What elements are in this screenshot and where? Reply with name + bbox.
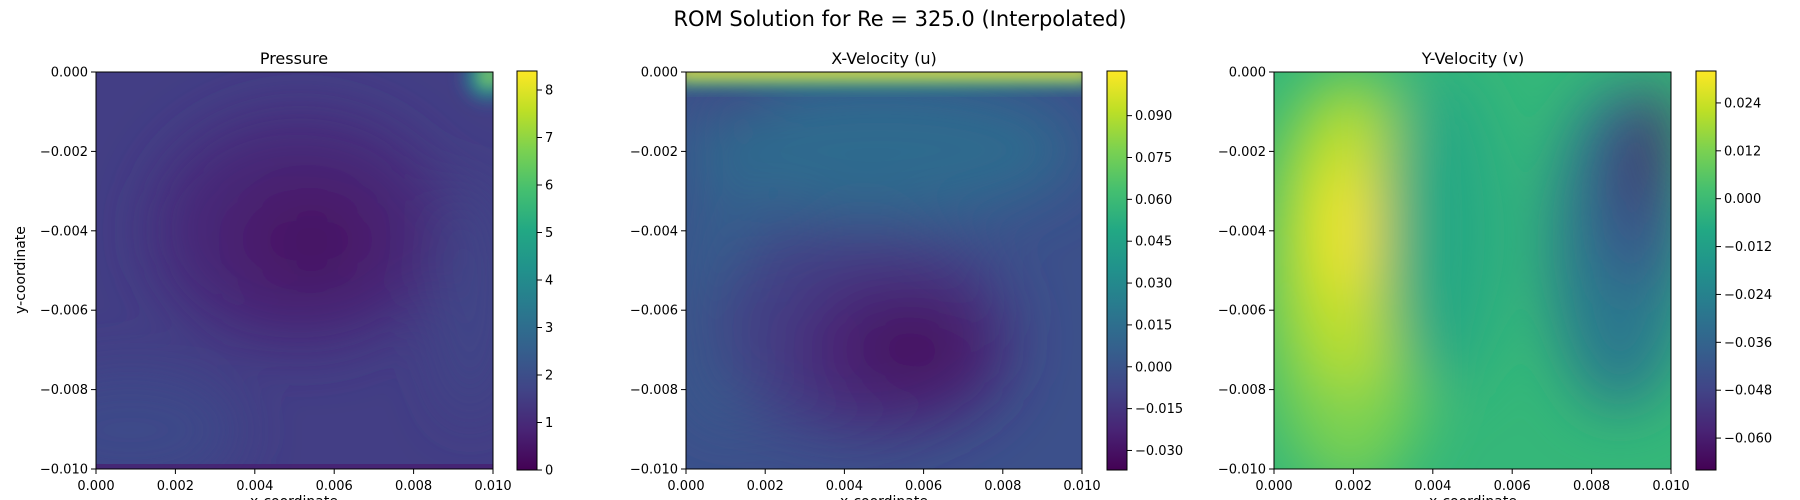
x-tick-label: 0.008 <box>1573 479 1610 494</box>
y-tick-label: −0.002 <box>40 145 88 160</box>
colorbar-tick-label: −0.012 <box>1724 240 1772 255</box>
x-tick-label: 0.002 <box>747 479 784 494</box>
x-tick-label: 0.002 <box>157 479 194 494</box>
x-tick-label: 0.008 <box>984 479 1021 494</box>
v-field <box>1274 72 1671 469</box>
x-tick-label: 0.000 <box>1255 479 1292 494</box>
x-axis-label: x-coordinate <box>250 494 338 500</box>
y-tick-label: 0.000 <box>641 66 678 81</box>
y-tick-label: 0.000 <box>51 66 88 81</box>
plot-area <box>1273 71 1672 470</box>
x-tick-label: 0.010 <box>1063 479 1100 494</box>
figure-title: ROM Solution for Re = 325.0 (Interpolate… <box>673 7 1126 31</box>
x-axis: 0.000 0.002 0.004 0.006 0.008 0.010 <box>667 469 1101 494</box>
colorbar <box>1106 70 1128 471</box>
pressure-field <box>96 72 493 469</box>
x-tick-label: 0.006 <box>316 479 353 494</box>
x-tick-label: 0.004 <box>236 479 273 494</box>
x-tick-label: 0.006 <box>1494 479 1531 494</box>
plot-area <box>685 71 1083 470</box>
y-tick-label: −0.008 <box>1218 383 1266 398</box>
y-tick-label: −0.004 <box>40 224 88 239</box>
colorbar-tick-label: −0.036 <box>1724 336 1772 351</box>
colorbar-tick-label: −0.060 <box>1724 432 1772 447</box>
x-axis: 0.000 0.002 0.004 0.006 0.008 0.010 <box>77 469 512 494</box>
y-tick-label: −0.006 <box>1218 304 1266 319</box>
y-tick-label: −0.006 <box>40 304 88 319</box>
colorbar-tick-label: 0.030 <box>1135 277 1172 292</box>
colorbar-ticks: 0 1 2 3 4 5 6 7 8 <box>537 84 553 479</box>
colorbar-tick-label: 4 <box>545 274 553 289</box>
y-tick-label: −0.010 <box>630 463 678 478</box>
x-tick-label: 0.010 <box>474 479 511 494</box>
colorbar-tick-label: −0.030 <box>1135 444 1183 459</box>
colorbar <box>516 70 538 471</box>
colorbar-ticks: −0.030 −0.015 0.000 0.015 0.030 0.045 0.060 0.0… <box>1127 109 1183 459</box>
y-tick-label: −0.008 <box>630 383 678 398</box>
x-axis-label: x-coordinate <box>840 494 928 500</box>
colorbar-tick-label: 0.000 <box>1724 192 1761 207</box>
colorbar-tick-label: 0.090 <box>1135 109 1172 124</box>
y-axis: 0.000 −0.002 −0.004 −0.006 −0.008 −0.010 <box>40 66 96 478</box>
colorbar-tick-label: −0.024 <box>1724 288 1772 303</box>
x-tick-label: 0.004 <box>1414 479 1451 494</box>
x-tick-label: 0.002 <box>1335 479 1372 494</box>
u-field <box>686 72 1082 469</box>
y-tick-label: −0.002 <box>1218 145 1266 160</box>
x-axis: 0.000 0.002 0.004 0.006 0.008 0.010 <box>1255 469 1690 494</box>
colorbar-tick-label: 3 <box>545 321 553 336</box>
y-tick-label: −0.010 <box>40 463 88 478</box>
colorbar-tick-label: −0.015 <box>1135 402 1183 417</box>
panel-pressure: Pressure 0.000 0.002 0.004 0.006 0.008 0.010 … <box>13 49 553 500</box>
plot-area <box>95 71 494 470</box>
colorbar-tick-label: 0.024 <box>1724 96 1761 111</box>
colorbar-tick-label: 0.060 <box>1135 193 1172 208</box>
x-tick-label: 0.008 <box>395 479 432 494</box>
colorbar-tick-label: 1 <box>545 416 553 431</box>
panel-x-velocity: X-Velocity (u) 0.000 0.002 0.004 0.006 0.008… <box>630 49 1183 500</box>
panel-title: Pressure <box>260 49 328 68</box>
y-tick-label: −0.006 <box>630 304 678 319</box>
colorbar-tick-label: 0.075 <box>1135 151 1172 166</box>
y-tick-label: 0.000 <box>1229 66 1266 81</box>
colorbar-tick-label: 8 <box>545 84 553 99</box>
x-axis-label: x-coordinate <box>1429 494 1517 500</box>
panel-title: Y-Velocity (v) <box>1421 49 1525 68</box>
colorbar-tick-label: 0 <box>545 464 553 479</box>
panel-title: X-Velocity (u) <box>831 49 936 68</box>
colorbar-ticks: −0.060 −0.048 −0.036 −0.024 −0.012 0.000 0.012… <box>1716 96 1772 447</box>
y-axis: 0.000 −0.002 −0.004 −0.006 −0.008 −0.010 <box>1218 66 1274 478</box>
colorbar-tick-label: 0.045 <box>1135 235 1172 250</box>
x-tick-label: 0.010 <box>1652 479 1689 494</box>
y-tick-label: −0.008 <box>40 383 88 398</box>
colorbar <box>1695 70 1717 471</box>
panel-y-velocity: Y-Velocity (v) 0.000 0.002 0.004 0.006 0.008… <box>1218 49 1772 500</box>
y-tick-label: −0.010 <box>1218 463 1266 478</box>
x-tick-label: 0.006 <box>905 479 942 494</box>
y-axis: 0.000 −0.002 −0.004 −0.006 −0.008 −0.010 <box>630 66 686 478</box>
y-tick-label: −0.002 <box>630 145 678 160</box>
colorbar-tick-label: 6 <box>545 179 553 194</box>
colorbar-tick-label: 0.012 <box>1724 144 1761 159</box>
colorbar-tick-label: 0.000 <box>1135 360 1172 375</box>
y-axis-label: y-coordinate <box>13 226 29 314</box>
colorbar-tick-label: 2 <box>545 369 553 384</box>
x-tick-label: 0.000 <box>667 479 704 494</box>
y-tick-label: −0.004 <box>1218 224 1266 239</box>
colorbar-tick-label: 5 <box>545 226 553 241</box>
y-tick-label: −0.004 <box>630 224 678 239</box>
x-tick-label: 0.000 <box>77 479 114 494</box>
colorbar-tick-label: −0.048 <box>1724 384 1772 399</box>
x-tick-label: 0.004 <box>826 479 863 494</box>
colorbar-tick-label: 7 <box>545 131 553 146</box>
colorbar-tick-label: 0.015 <box>1135 318 1172 333</box>
